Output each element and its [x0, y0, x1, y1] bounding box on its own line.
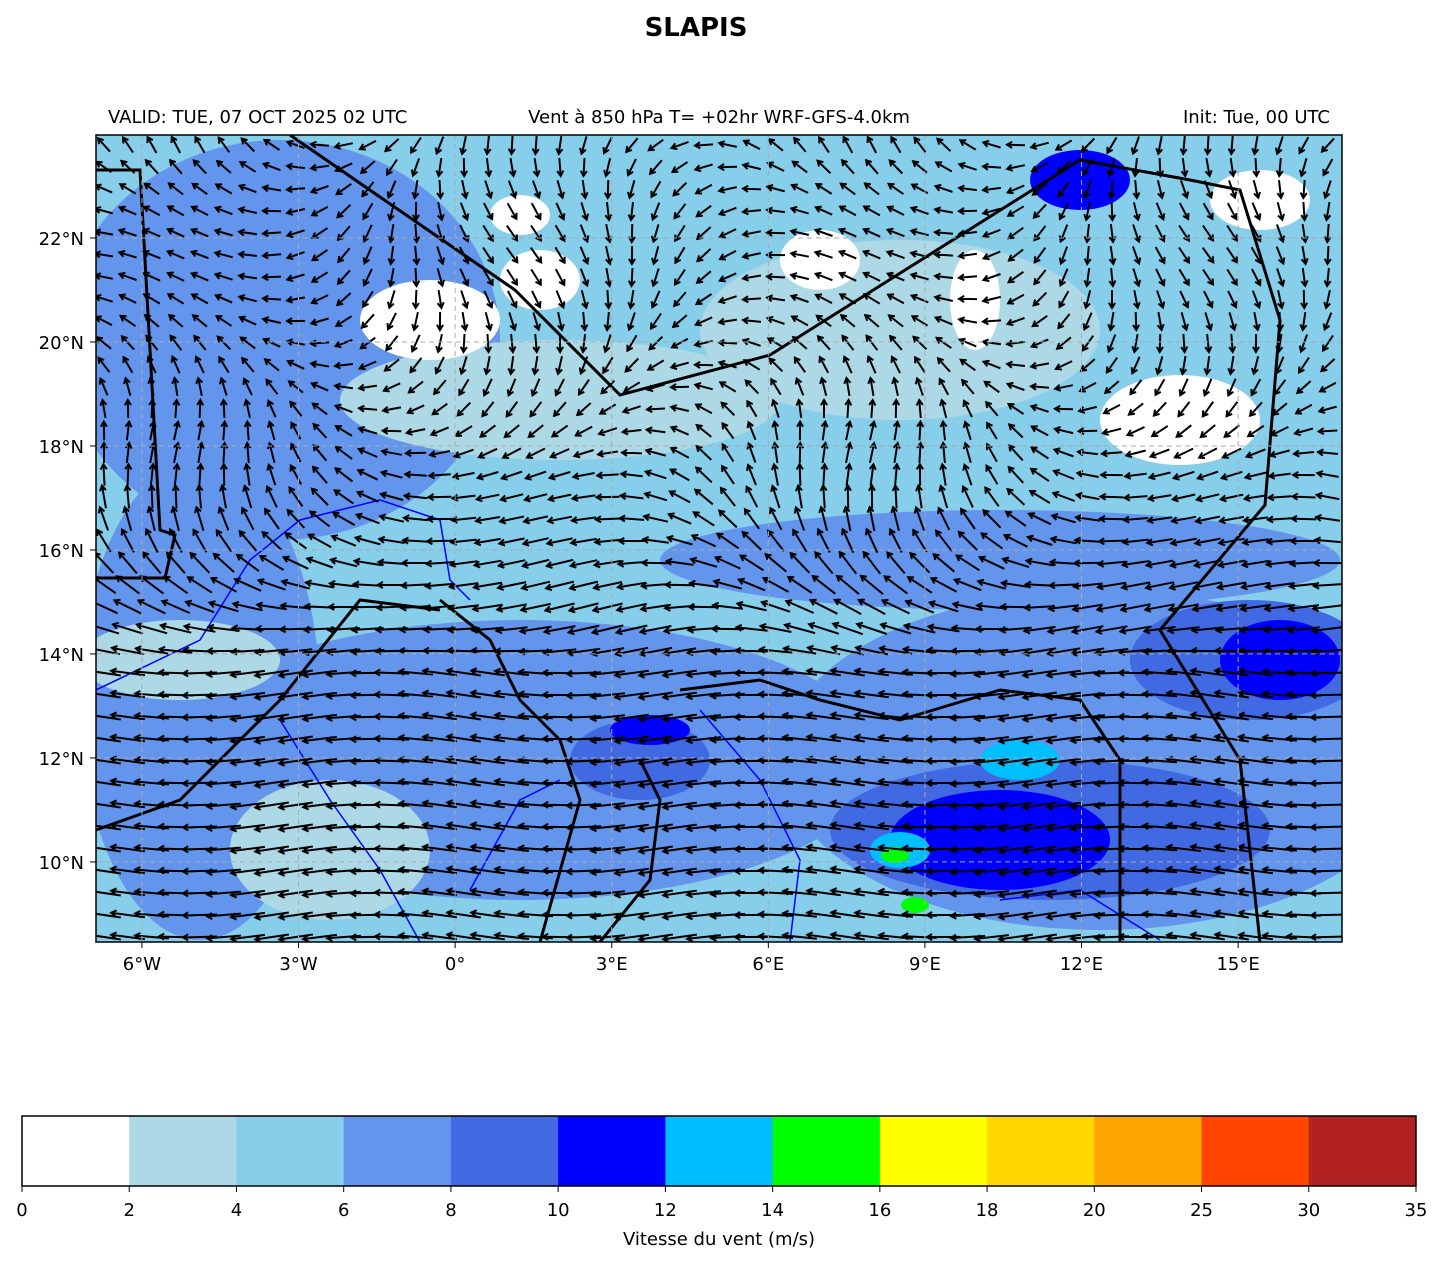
colorbar-segment	[879, 1116, 988, 1186]
colorbar-tick-label: 12	[654, 1200, 677, 1221]
map-area	[96, 135, 1342, 942]
colorbar-segment	[1308, 1116, 1417, 1186]
colorbar-tick-label: 25	[1190, 1200, 1213, 1221]
valid-time: VALID: TUE, 07 OCT 2025 02 UTC	[108, 107, 407, 128]
colorbar-segment	[450, 1116, 559, 1186]
colorbar-tick-label: 16	[868, 1200, 891, 1221]
colorbar-tick-label: 30	[1297, 1200, 1320, 1221]
lat-tick-label: 14°N	[39, 645, 84, 666]
colorbar-tick-label: 4	[231, 1200, 242, 1221]
lat-tick-label: 22°N	[39, 229, 84, 250]
colorbar-segment	[129, 1116, 237, 1186]
lon-tick-label: 15°E	[1216, 954, 1259, 975]
colorbar-segment	[1201, 1116, 1310, 1186]
lon-tick-label: 0°	[445, 954, 465, 975]
colorbar-tick-label: 0	[16, 1200, 27, 1221]
field-title: Vent à 850 hPa T= +02hr WRF-GFS-4.0km	[528, 107, 910, 128]
colorbar-segment	[772, 1116, 881, 1186]
colorbar-segment	[558, 1116, 666, 1186]
colorbar-segment	[665, 1116, 774, 1186]
colorbar-segment	[987, 1116, 1095, 1186]
lat-tick-label: 16°N	[39, 541, 84, 562]
colorbar-label: Vitesse du vent (m/s)	[623, 1229, 815, 1250]
figure-title: SLAPIS	[645, 13, 748, 43]
colorbar-tick-label: 10	[547, 1200, 570, 1221]
colorbar-tick-label: 20	[1083, 1200, 1106, 1221]
lat-tick-label: 10°N	[39, 853, 84, 874]
lon-tick-label: 3°W	[279, 954, 317, 975]
lat-tick-label: 20°N	[39, 333, 84, 354]
colorbar-segment	[22, 1116, 130, 1186]
lon-tick-label: 6°E	[752, 954, 784, 975]
lon-tick-label: 6°W	[123, 954, 161, 975]
colorbar-frame	[21, 1115, 1417, 1187]
colorbar-tick-label: 18	[976, 1200, 999, 1221]
graticule: 6°W 3°W 0° 3°E 6°E 9°E 12°E 15°E 10°N 12°N 14°N 16°…	[39, 135, 1342, 975]
lat-tick-label: 18°N	[39, 437, 84, 458]
colorbar-segment	[236, 1116, 345, 1186]
colorbar-tick-label: 8	[445, 1200, 456, 1221]
lon-tick-label: 3°E	[596, 954, 628, 975]
colorbar-segment	[1094, 1116, 1203, 1186]
colorbar: 0 2 4 6 8 10 12 14 16 18 20 25 30 35	[16, 1115, 1428, 1221]
lon-tick-label: 9°E	[909, 954, 941, 975]
colorbar-tick-label: 14	[761, 1200, 784, 1221]
lat-tick-label: 12°N	[39, 749, 84, 770]
map-frame	[95, 134, 1343, 943]
colorbar-tick-label: 2	[124, 1200, 135, 1221]
lon-tick-label: 12°E	[1060, 954, 1103, 975]
init-time: Init: Tue, 00 UTC	[1183, 107, 1330, 128]
colorbar-tick-label: 6	[338, 1200, 349, 1221]
colorbar-segment	[343, 1116, 452, 1186]
wind-arrows	[96, 135, 1342, 942]
colorbar-tick-label: 35	[1405, 1200, 1428, 1221]
